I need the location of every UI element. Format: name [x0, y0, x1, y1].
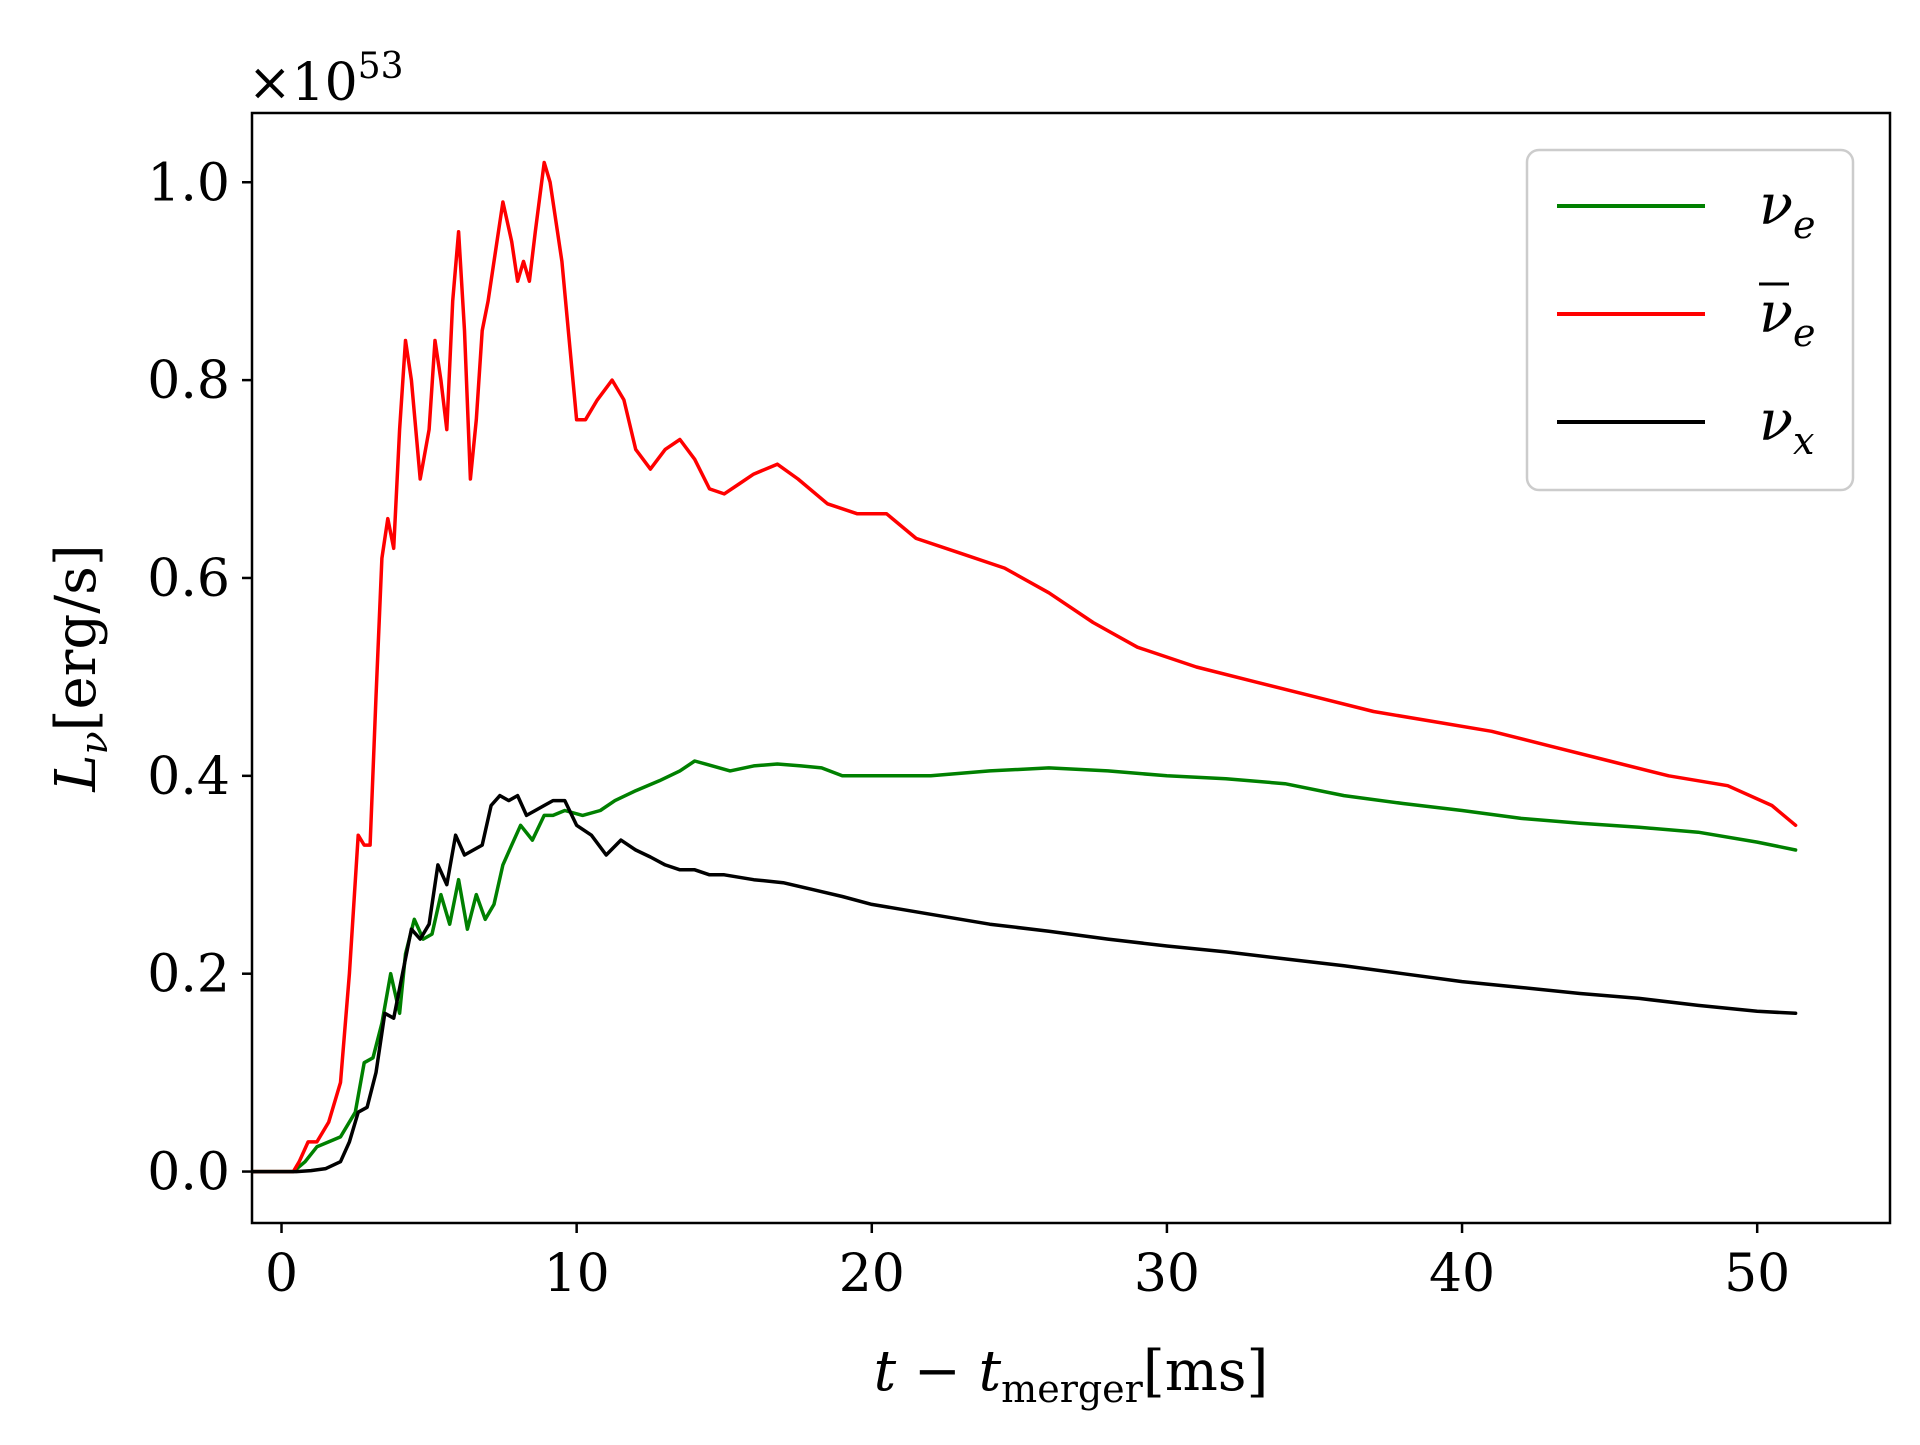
legend-box: [1525, 148, 1855, 492]
y-tick-label: 0.0: [147, 1143, 230, 1203]
x-tick-label: 40: [1429, 1244, 1495, 1304]
legend-label: νx: [1759, 389, 1814, 463]
y-tick-label: 1.0: [147, 153, 230, 213]
series-line-e: [252, 759, 1798, 1174]
series-line-e-bar: [252, 160, 1798, 1174]
x-axis-label: t − tmerger[ms]: [874, 1339, 1269, 1411]
x-tick-label: 0: [265, 1244, 298, 1304]
y-axis-label: Lν[erg/s]: [44, 544, 116, 792]
y-tick-label: 0.4: [147, 747, 230, 807]
series-line-x: [252, 793, 1798, 1174]
y-tick-label: 0.6: [147, 549, 230, 609]
y-tick-label: 0.2: [147, 945, 230, 1005]
y-tick-label: 0.8: [147, 351, 230, 411]
x-tick-label: 30: [1134, 1244, 1200, 1304]
legend-label: νe: [1759, 173, 1816, 247]
plot-frame: [250, 111, 1892, 1225]
x-tick-label: 50: [1724, 1244, 1790, 1304]
legend: νe νe νx: [1525, 148, 1855, 492]
y-scale-exponent-label: ×1053: [248, 46, 404, 113]
legend-label: νe: [1759, 281, 1816, 355]
x-tick-label: 10: [544, 1244, 610, 1304]
x-tick-label: 20: [839, 1244, 905, 1304]
